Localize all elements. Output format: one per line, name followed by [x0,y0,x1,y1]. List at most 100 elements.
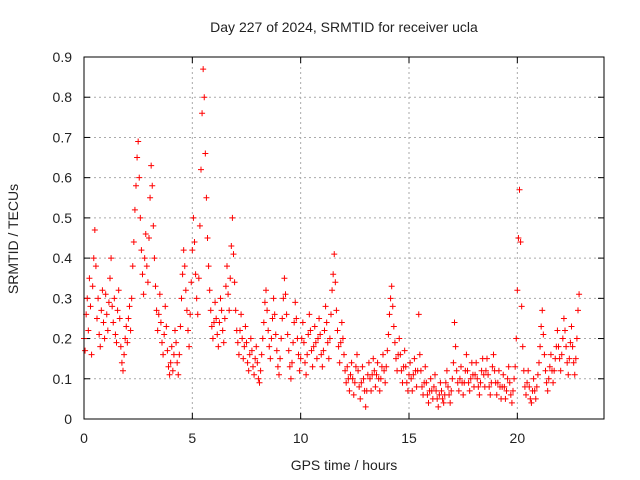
data-point [512,363,519,370]
data-point [402,363,409,370]
data-point [427,375,434,382]
data-point [161,331,168,338]
data-point [112,331,119,338]
y-tick-label: 0 [64,411,72,427]
data-point [211,319,217,326]
data-point [135,138,142,145]
data-point [502,395,509,402]
data-point [322,303,329,310]
data-point [214,331,221,338]
data-point [286,363,293,370]
data-point [230,251,237,258]
data-point [324,339,331,346]
data-point [115,287,122,294]
data-point [397,351,404,358]
data-point [329,287,336,294]
data-point [153,307,160,314]
data-point [313,355,320,362]
data-point [467,375,474,382]
data-point [224,263,230,270]
data-point [315,335,321,342]
data-point [440,399,447,406]
data-point [357,395,364,402]
data-point [226,307,233,314]
data-point [346,387,353,394]
data-point [293,315,300,322]
data-point [566,355,573,362]
data-point [312,339,319,346]
x-tick-label: 5 [188,430,196,446]
data-point [423,379,430,386]
data-point [351,379,358,386]
data-point [265,327,272,334]
data-point [166,371,173,378]
data-point [237,327,243,334]
data-point [170,351,177,358]
data-point [251,371,258,378]
data-point [188,279,195,286]
data-point [545,375,552,382]
data-point [207,307,214,314]
plot-frame [83,56,605,420]
data-point [449,375,456,382]
data-point [298,335,305,342]
data-point [109,303,116,310]
data-point [563,343,570,350]
x-tick-label: 20 [510,430,526,446]
data-point [169,367,176,374]
data-point [377,375,384,382]
data-point [319,363,326,370]
data-point [280,295,287,302]
data-point [373,371,380,378]
data-point [194,311,201,318]
data-point [266,343,273,350]
data-point [396,335,403,342]
data-point [567,339,574,346]
data-point [156,291,163,298]
data-point [97,343,104,350]
data-point [508,399,515,406]
data-point [559,335,566,342]
data-point [95,295,102,302]
data-point [391,339,398,346]
data-point [180,247,187,254]
data-point [571,371,578,378]
data-point [160,351,167,358]
data-point [544,387,551,394]
data-point [321,327,328,334]
data-point [349,375,356,382]
data-point [128,295,135,302]
data-point [565,371,572,378]
data-point [189,247,196,254]
data-point [305,331,312,338]
data-point [281,275,288,282]
data-point [269,315,276,322]
data-point [282,291,289,298]
data-point [474,375,481,382]
data-point [259,335,266,342]
data-point [238,311,245,318]
data-point [247,335,254,342]
data-point [486,383,493,390]
data-point [261,299,268,306]
y-tick-label: 0.7 [53,129,73,145]
data-point [260,319,267,326]
data-point [118,359,125,366]
data-point [436,391,443,398]
data-point [113,339,120,346]
data-point [374,359,381,366]
data-point [193,295,200,302]
data-point [84,295,91,302]
data-point [273,347,280,354]
data-point [466,387,473,394]
data-point [213,315,220,322]
data-point [307,327,314,334]
data-point [551,367,558,374]
data-point [222,283,229,290]
data-point [390,323,397,330]
data-point [255,375,262,382]
data-point [111,295,118,302]
data-point [98,307,105,314]
data-point [485,371,492,378]
data-point [116,315,123,322]
